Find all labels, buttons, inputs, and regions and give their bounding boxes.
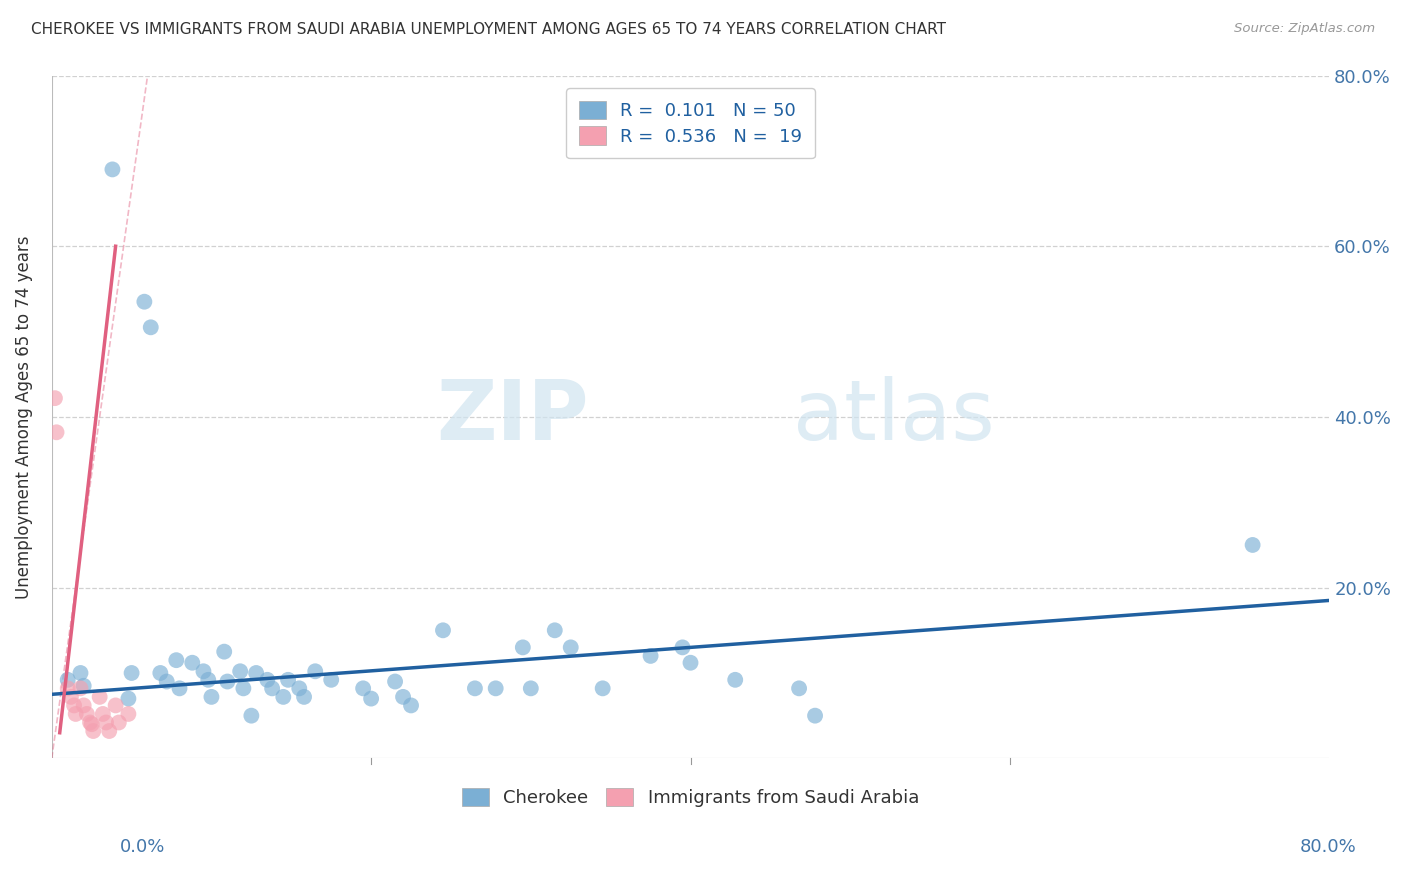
Point [94, 715, 117, 730]
Point [79, 715, 101, 730]
Point [193, 665, 215, 679]
Text: 80.0%: 80.0% [1301, 838, 1357, 856]
Point [679, 656, 702, 670]
Point [787, 681, 810, 696]
Point [671, 640, 693, 655]
Point [544, 624, 567, 638]
Point [271, 690, 294, 704]
Point [292, 690, 315, 704]
Point [139, 320, 162, 334]
Point [121, 665, 143, 680]
Text: atlas: atlas [793, 376, 994, 458]
Point [288, 681, 311, 696]
Point [392, 690, 415, 704]
Point [304, 665, 326, 679]
Point [464, 681, 486, 696]
Point [117, 691, 139, 706]
Point [98, 724, 121, 739]
Text: Source: ZipAtlas.com: Source: ZipAtlas.com [1234, 22, 1375, 36]
Point [44, 391, 66, 405]
Legend: Cherokee, Immigrants from Saudi Arabia: Cherokee, Immigrants from Saudi Arabia [454, 780, 927, 814]
Point [101, 162, 124, 177]
Point [59, 690, 82, 704]
Text: ZIP: ZIP [436, 376, 588, 458]
Y-axis label: Unemployment Among Ages 65 to 74 years: Unemployment Among Ages 65 to 74 years [15, 235, 32, 599]
Point [80, 717, 103, 731]
Point [73, 679, 96, 693]
Point [156, 674, 179, 689]
Point [240, 708, 263, 723]
Point [56, 681, 79, 696]
Point [56, 673, 79, 687]
Point [197, 673, 219, 687]
Point [360, 691, 382, 706]
Point [804, 708, 827, 723]
Point [91, 706, 114, 721]
Text: 0.0%: 0.0% [120, 838, 165, 856]
Point [520, 681, 543, 696]
Point [256, 673, 278, 687]
Point [432, 624, 454, 638]
Point [512, 640, 534, 655]
Point [69, 665, 91, 680]
Point [217, 674, 239, 689]
Point [169, 681, 191, 696]
Point [165, 653, 187, 667]
Point [117, 706, 139, 721]
Point [73, 698, 96, 713]
Point [82, 724, 104, 739]
Point [640, 648, 662, 663]
Point [277, 673, 299, 687]
Point [245, 665, 267, 680]
Point [76, 706, 98, 721]
Point [149, 665, 172, 680]
Point [560, 640, 582, 655]
Point [65, 706, 87, 721]
Point [1241, 538, 1264, 552]
Point [45, 425, 67, 440]
Point [104, 698, 127, 713]
Point [321, 673, 343, 687]
Point [262, 681, 284, 696]
Point [399, 698, 422, 713]
Point [63, 698, 86, 713]
Point [200, 690, 222, 704]
Point [592, 681, 614, 696]
Point [181, 656, 204, 670]
Point [384, 674, 406, 689]
Point [229, 665, 252, 679]
Point [89, 690, 111, 704]
Point [485, 681, 508, 696]
Point [352, 681, 374, 696]
Point [108, 715, 131, 730]
Point [232, 681, 254, 696]
Point [212, 645, 235, 659]
Text: CHEROKEE VS IMMIGRANTS FROM SAUDI ARABIA UNEMPLOYMENT AMONG AGES 65 TO 74 YEARS : CHEROKEE VS IMMIGRANTS FROM SAUDI ARABIA… [31, 22, 946, 37]
Point [724, 673, 747, 687]
Point [69, 681, 91, 696]
Point [134, 294, 156, 309]
